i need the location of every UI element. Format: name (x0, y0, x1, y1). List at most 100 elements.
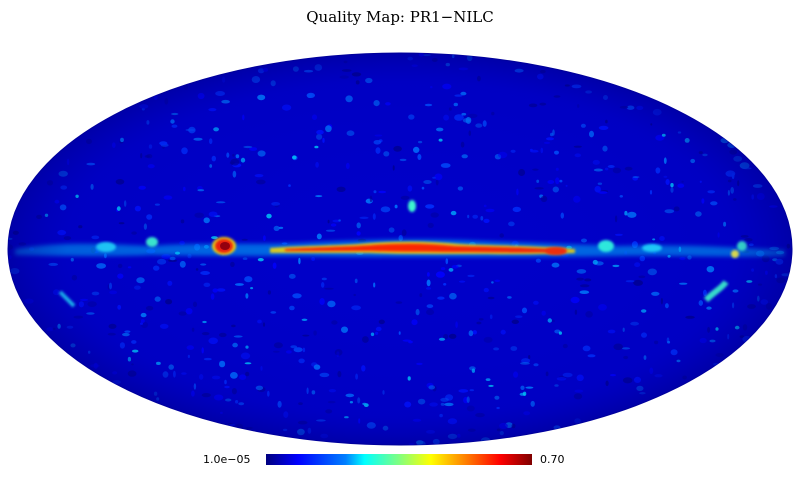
sky-speckle (521, 307, 528, 314)
sky-speckle (316, 233, 322, 240)
sky-speckle (752, 184, 763, 188)
sky-speckle (109, 282, 112, 290)
sky-speckle (144, 155, 150, 158)
sky-speckle (639, 255, 646, 262)
sky-speckle (685, 315, 695, 319)
sky-speckle (702, 153, 708, 157)
sky-speckle (200, 271, 211, 275)
sky-speckle (58, 170, 68, 177)
sky-speckle (431, 57, 438, 62)
sky-speckle (153, 391, 158, 396)
sky-speckle (457, 433, 461, 438)
sky-speckle (756, 193, 765, 200)
sky-speckle (485, 208, 495, 213)
sky-speckle (508, 221, 515, 227)
sky-speckle (86, 138, 92, 145)
sky-bright-speckle (245, 345, 249, 349)
sky-speckle (215, 91, 226, 96)
sky-speckle (219, 332, 227, 338)
sky-speckle (554, 150, 559, 155)
sky-speckle (699, 180, 702, 183)
sky-speckle (467, 113, 478, 118)
sky-speckle (727, 189, 731, 196)
sky-speckle (580, 123, 586, 128)
sky-speckle (185, 308, 193, 315)
sky-speckle (173, 370, 176, 378)
sky-speckle (53, 289, 60, 296)
sky-speckle (461, 112, 467, 116)
sky-bright-speckle (202, 320, 207, 324)
sky-speckle (625, 280, 635, 283)
sky-speckle (478, 318, 484, 321)
sky-speckle (353, 293, 357, 297)
sky-speckle (468, 130, 472, 136)
sky-speckle (359, 216, 369, 219)
sky-speckle (624, 166, 633, 171)
sky-speckle (574, 389, 584, 393)
sky-speckle (358, 418, 361, 424)
sky-speckle (407, 185, 413, 192)
sky-speckle (570, 296, 580, 304)
sky-speckle (715, 353, 724, 357)
sky-speckle (230, 372, 238, 379)
sky-speckle (619, 105, 629, 109)
sky-speckle (748, 243, 754, 246)
sky-speckle (270, 311, 277, 314)
sky-speckle (181, 147, 188, 155)
sky-speckle (417, 154, 422, 160)
sky-speckle (306, 92, 315, 98)
sky-bright-speckle (314, 145, 319, 149)
sky-speckle (511, 423, 516, 429)
sky-speckle (660, 297, 664, 305)
sky-speckle (231, 324, 236, 328)
sky-bright-speckle (670, 183, 674, 188)
sky-speckle (78, 225, 83, 229)
sky-speckle (191, 327, 195, 332)
sky-speckle (483, 218, 490, 223)
sky-speckle (356, 231, 361, 236)
sky-speckle (12, 230, 19, 235)
sky-speckle (307, 427, 312, 434)
sky-speckle (576, 374, 584, 382)
sky-speckle (388, 227, 395, 233)
sky-speckle (334, 349, 343, 356)
sky-speckle (70, 343, 76, 348)
sky-speckle (605, 119, 608, 124)
sky-speckle (426, 279, 431, 287)
sky-speckle (707, 190, 715, 194)
sky-speckle (532, 168, 539, 171)
map-title: Quality Map: PR1−NILC (306, 8, 494, 26)
sky-speckle (453, 102, 458, 107)
sky-speckle (574, 309, 578, 315)
sky-bright-speckle (624, 210, 628, 216)
sky-speckle (372, 213, 376, 220)
sky-speckle (382, 390, 385, 395)
sky-speckle (472, 330, 477, 335)
sky-speckle (533, 363, 539, 367)
sky-speckle (303, 69, 314, 73)
sky-speckle (154, 296, 161, 302)
sky-speckle (475, 123, 483, 128)
sky-speckle (315, 161, 319, 168)
sky-speckle (244, 276, 253, 283)
sky-speckle (496, 406, 500, 410)
sky-speckle (292, 293, 302, 299)
sky-speckle (751, 268, 754, 272)
sky-speckle (178, 311, 187, 316)
sky-bright-speckle (438, 138, 443, 142)
sky-speckle (73, 315, 84, 319)
sky-speckle (614, 215, 618, 223)
sky-speckle (710, 201, 718, 206)
sky-speckle (622, 327, 625, 332)
sky-speckle (667, 340, 671, 344)
sky-speckle (327, 219, 330, 224)
sky-speckle (564, 84, 570, 87)
sky-speckle (515, 315, 523, 319)
sky-speckle (585, 90, 592, 94)
sky-speckle (475, 412, 485, 418)
sky-speckle (411, 64, 418, 67)
sky-speckle (609, 374, 617, 377)
sky-speckle (487, 296, 495, 300)
sky-speckle (614, 233, 623, 236)
sky-speckle (341, 69, 352, 72)
